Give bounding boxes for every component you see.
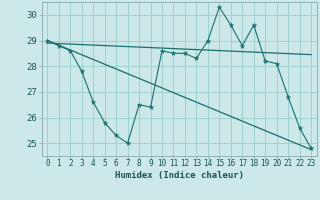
X-axis label: Humidex (Indice chaleur): Humidex (Indice chaleur) — [115, 171, 244, 180]
